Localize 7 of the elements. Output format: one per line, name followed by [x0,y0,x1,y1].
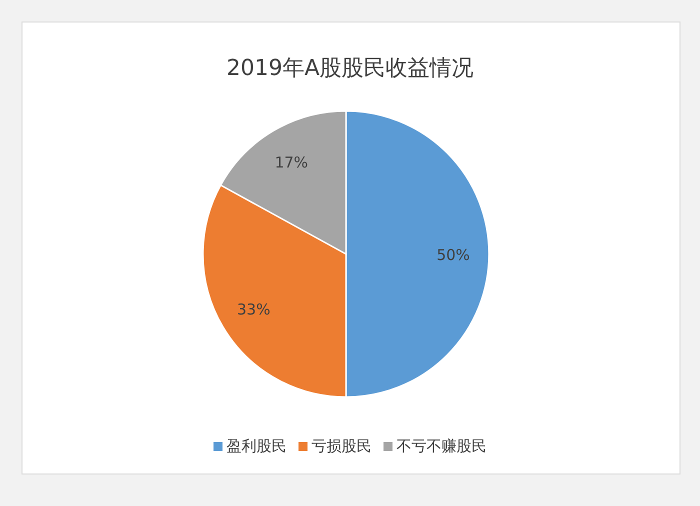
legend-label: 盈利股民 [226,437,286,455]
legend-label: 亏损股民 [312,437,372,455]
chart-title: 2019年A股股民收益情况 [226,56,474,81]
data-label: 33% [237,300,270,319]
data-label: 50% [436,246,470,264]
legend-label: 不亏不赚股民 [396,437,486,455]
data-label: 17% [274,154,308,172]
